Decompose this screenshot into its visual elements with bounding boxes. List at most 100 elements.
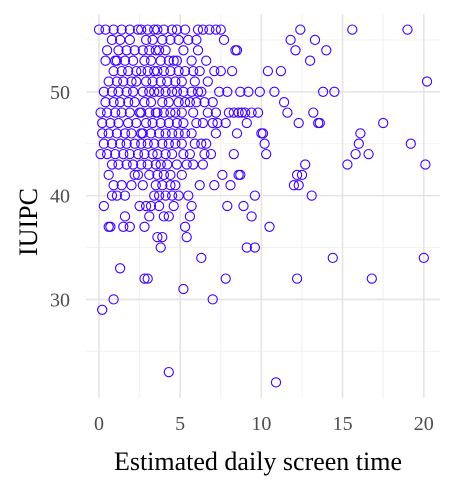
data-point (152, 148, 163, 160)
x-axis-title: Estimated daily screen time (114, 447, 402, 476)
data-point (121, 86, 132, 97)
data-point (405, 138, 416, 149)
data-point (342, 159, 353, 170)
data-point (136, 138, 147, 149)
data-point (144, 107, 155, 118)
data-point (194, 65, 205, 77)
data-point (137, 45, 148, 56)
data-point (149, 138, 160, 149)
data-point (126, 180, 137, 191)
data-point (110, 148, 121, 160)
data-point (173, 128, 184, 139)
data-point (309, 34, 321, 46)
data-point (155, 159, 166, 170)
data-point (113, 86, 124, 97)
data-point (226, 65, 238, 77)
data-point (140, 34, 152, 46)
data-point (111, 128, 123, 139)
data-point (150, 159, 161, 170)
data-point (103, 128, 114, 139)
data-point (327, 252, 338, 264)
data-point (105, 221, 116, 232)
data-point (166, 190, 178, 201)
data-point (123, 65, 134, 77)
data-point (136, 107, 147, 118)
data-point (147, 117, 158, 129)
data-point (353, 138, 364, 149)
data-point (402, 24, 413, 35)
data-point (241, 242, 252, 253)
data-point (194, 180, 205, 191)
data-point (378, 117, 389, 129)
data-point (163, 366, 174, 378)
grid (86, 14, 440, 398)
data-point (171, 24, 183, 35)
data-point (131, 65, 142, 77)
data-point (139, 273, 150, 284)
data-point (317, 86, 329, 97)
data-point (162, 159, 173, 170)
data-point (129, 138, 140, 149)
data-point (100, 97, 111, 108)
data-point (132, 169, 144, 181)
data-point (241, 117, 252, 129)
data-point (157, 138, 168, 149)
data-point (155, 55, 166, 66)
data-point (215, 65, 226, 77)
data-point (246, 211, 257, 222)
data-point (285, 34, 296, 46)
data-point (176, 138, 187, 149)
data-point (163, 138, 174, 149)
data-point (119, 211, 131, 222)
data-point (197, 117, 209, 129)
data-point (314, 117, 325, 129)
x-tick-label: 20 (414, 413, 434, 435)
data-point (207, 97, 218, 108)
data-point (254, 86, 265, 97)
data-point (127, 159, 139, 170)
data-point (220, 273, 231, 284)
data-point (144, 86, 155, 97)
data-point (235, 169, 246, 181)
data-point (192, 86, 204, 97)
data-point (136, 159, 147, 170)
data-point (101, 45, 113, 56)
data-point (158, 169, 170, 181)
data-point (116, 24, 127, 35)
x-tick-label: 0 (94, 413, 104, 435)
data-point (152, 65, 163, 77)
data-point (137, 128, 148, 139)
data-point (171, 159, 183, 170)
data-point (157, 97, 168, 108)
data-point (158, 65, 170, 77)
data-point (421, 76, 433, 87)
data-point (152, 107, 163, 118)
data-point (291, 273, 303, 284)
data-point (192, 24, 204, 35)
data-point (176, 76, 187, 87)
data-point (152, 169, 163, 181)
data-point (124, 24, 135, 35)
data-point (106, 138, 118, 149)
data-point (262, 65, 274, 77)
data-point (181, 159, 192, 170)
data-point (215, 24, 226, 35)
data-point (199, 97, 210, 108)
data-point (278, 97, 290, 108)
data-point (418, 252, 429, 264)
data-point (191, 97, 202, 108)
data-point (119, 190, 131, 201)
data-point (246, 107, 257, 118)
data-point (350, 148, 361, 160)
data-point (420, 159, 431, 170)
data-point (152, 231, 163, 243)
data-point (139, 221, 150, 232)
data-point (186, 200, 197, 212)
data-point (173, 97, 184, 108)
data-point (95, 107, 106, 118)
data-point (119, 128, 131, 139)
data-point (186, 55, 197, 66)
data-point (293, 180, 304, 191)
data-point (144, 169, 155, 181)
